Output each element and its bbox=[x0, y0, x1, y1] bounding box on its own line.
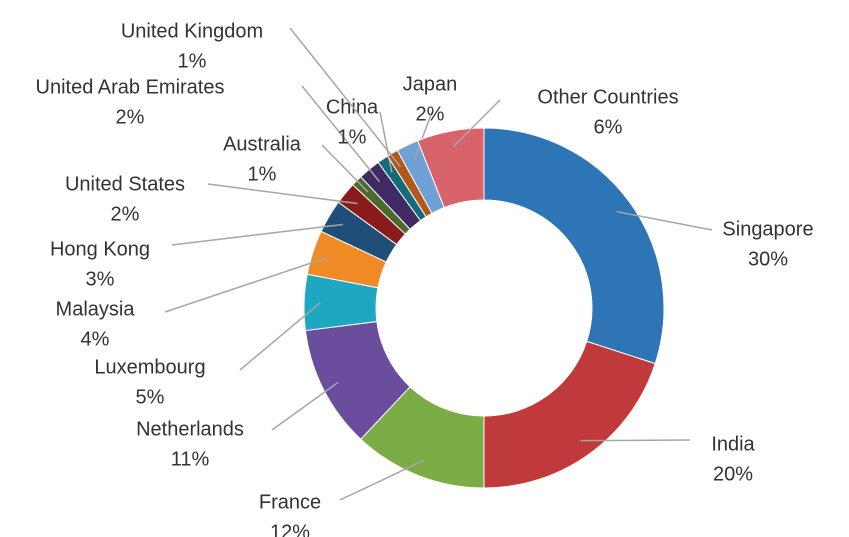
leader-line bbox=[301, 85, 381, 183]
leader-line bbox=[271, 381, 339, 431]
leader-line bbox=[207, 183, 358, 205]
leader-line bbox=[339, 459, 424, 501]
slice bbox=[483, 127, 665, 365]
category-label: India bbox=[711, 433, 755, 455]
leader-line bbox=[379, 111, 393, 173]
value-label: 12% bbox=[270, 521, 310, 537]
category-label: United Arab Emirates bbox=[36, 76, 225, 98]
value-label: 6% bbox=[594, 116, 623, 138]
leader-line bbox=[616, 210, 713, 231]
category-label: Singapore bbox=[722, 218, 813, 240]
leader-line bbox=[580, 439, 691, 442]
leader-line bbox=[171, 223, 343, 246]
leader-line bbox=[321, 144, 369, 193]
category-label: France bbox=[259, 491, 321, 513]
category-label: Netherlands bbox=[136, 418, 244, 440]
value-label: 2% bbox=[111, 203, 140, 225]
leader-line bbox=[413, 111, 433, 160]
leader-line bbox=[164, 256, 329, 313]
category-label: Other Countries bbox=[537, 86, 678, 108]
leader-line bbox=[239, 302, 321, 371]
category-label: Hong Kong bbox=[50, 238, 150, 260]
value-label: 11% bbox=[171, 448, 210, 470]
leader-line bbox=[452, 99, 501, 148]
category-label: Australia bbox=[223, 133, 302, 155]
category-label: United States bbox=[65, 173, 185, 195]
category-label: Malaysia bbox=[56, 298, 136, 320]
value-label: 3% bbox=[86, 268, 115, 290]
value-label: 1% bbox=[248, 163, 277, 185]
slice bbox=[483, 340, 656, 489]
value-label: 4% bbox=[81, 328, 110, 350]
value-label: 20% bbox=[713, 463, 753, 485]
category-label: Luxembourg bbox=[94, 356, 205, 378]
value-label: 2% bbox=[416, 103, 445, 125]
value-label: 30% bbox=[748, 248, 788, 270]
value-label: 1% bbox=[338, 126, 367, 148]
category-label: Japan bbox=[403, 73, 458, 95]
value-label: 2% bbox=[116, 106, 145, 128]
value-label: 1% bbox=[178, 50, 207, 72]
slice bbox=[417, 127, 485, 209]
value-label: 5% bbox=[136, 386, 165, 408]
category-label: United Kingdom bbox=[121, 20, 263, 42]
leader-line bbox=[289, 27, 402, 168]
